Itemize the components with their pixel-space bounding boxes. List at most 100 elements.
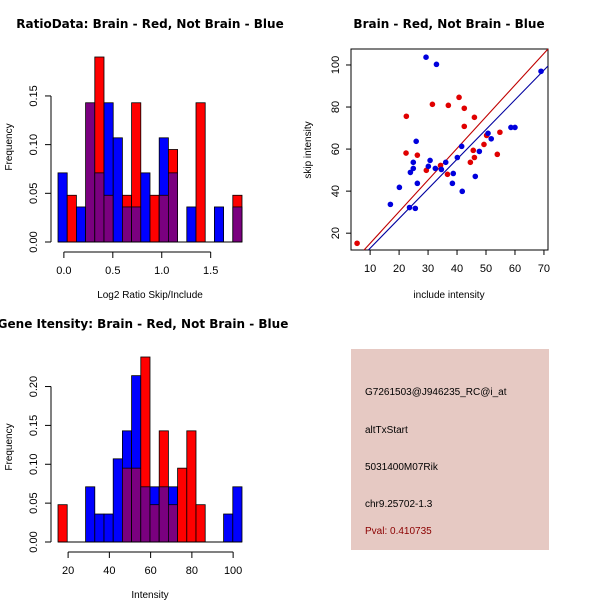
- intensity-hist-bar: [223, 513, 234, 543]
- intensity-hist-x-tick-label: 60: [144, 565, 156, 577]
- not-brain-point: [508, 124, 514, 131]
- brain-point: [461, 123, 468, 130]
- scatter-x-tick-label: 60: [509, 263, 521, 275]
- ratio-hist-bar: [213, 206, 224, 243]
- brain-point: [354, 240, 360, 247]
- not-brain-point: [472, 173, 479, 180]
- brain-point: [403, 150, 409, 156]
- intensity-hist-overlap-bar: [131, 467, 142, 543]
- intensity-hist-overlap-bar: [122, 467, 133, 543]
- scatter-title: Brain - Red, Not Brain - Blue: [353, 17, 544, 31]
- genomic-location: chr9.25702-1.3: [365, 499, 433, 510]
- scatter-points: [354, 54, 544, 247]
- not-brain-point: [458, 143, 465, 150]
- scatter-y-tick-label: 60: [330, 143, 342, 155]
- brain-point: [481, 141, 487, 148]
- ratio-hist-y-tick-label: 0.00: [28, 231, 40, 252]
- ratio-hist-bar: [76, 206, 87, 243]
- ratio-hist-overlap-bar: [94, 172, 105, 243]
- intensity-hist-overlap-bar: [140, 486, 151, 543]
- brain-point: [471, 114, 478, 121]
- intensity-hist-bar: [103, 513, 114, 543]
- ratio-histogram-xlabel: Log2 Ratio Skip/Include: [97, 290, 203, 301]
- intensity-hist-overlap-bar: [167, 504, 178, 543]
- scatter-frame: [350, 48, 549, 251]
- info-panel: G7261503@J946235_RC@i_at altTxStart 5031…: [351, 349, 549, 550]
- ratio-hist-bar: [66, 194, 77, 243]
- scatter-x-tick-label: 70: [538, 263, 550, 275]
- not-brain-point: [438, 166, 445, 173]
- intensity-hist-y-tick-label: 0.15: [28, 415, 40, 436]
- intensity-hist-y-tick-label: 0.05: [28, 492, 40, 513]
- intensity-hist-bar: [186, 430, 197, 543]
- ratio-hist-overlap-bar: [103, 194, 114, 243]
- brain-point: [497, 129, 503, 136]
- scatter-y-tick-label: 100: [330, 56, 342, 74]
- scatter-xlabel: include intensity: [413, 290, 484, 301]
- not-brain-point: [414, 180, 421, 187]
- scatter-x-tick-label: 10: [364, 263, 376, 275]
- brain-point: [456, 94, 462, 101]
- intensity-hist-bar: [177, 467, 188, 543]
- scatter-y-tick-label: 40: [330, 185, 342, 197]
- scatter-x-tick-label: 20: [393, 263, 405, 275]
- not-brain-point: [396, 184, 403, 191]
- event-type: altTxStart: [365, 425, 408, 436]
- ratio-hist-bar: [149, 194, 160, 243]
- brain-point: [414, 152, 421, 158]
- gene-intensity-bars: [57, 356, 243, 543]
- gene-intensity-ylabel: Frequency: [4, 423, 15, 470]
- not-brain-point: [454, 154, 461, 161]
- not-brain-point: [488, 135, 495, 142]
- intensity-hist-y-tick-label: 0.00: [28, 531, 40, 552]
- scatter-x-tick-label: 30: [422, 263, 434, 275]
- not-brain-point: [407, 169, 414, 176]
- brain-point: [445, 102, 452, 109]
- intensity-hist-x-tick-label: 80: [186, 565, 198, 577]
- scatter-y-tick-label: 20: [330, 227, 342, 239]
- ratio-hist-bar: [112, 137, 123, 243]
- brain-point: [470, 147, 477, 154]
- scatter-x-tick-label: 40: [451, 263, 463, 275]
- probe-id: G7261503@J946235_RC@i_at: [365, 387, 507, 398]
- not-brain-point: [410, 159, 417, 166]
- scatter-fit-lines: [363, 48, 549, 251]
- not-brain-point: [423, 54, 429, 60]
- scatter-ylabel: skip intensity: [303, 121, 314, 178]
- brain-fit-line: [363, 48, 549, 251]
- ratio-hist-y-tick-label: 0.10: [28, 134, 40, 155]
- gene-intensity-axes: 0.00 0.05 0.10 0.15 0.20 20 40 60 80 100: [28, 376, 242, 577]
- intensity-scatter: Brain - Red, Not Brain - Blue 10 20 30 40 50…: [303, 17, 550, 301]
- not-brain-point: [412, 205, 419, 212]
- ratio-hist-bar: [186, 206, 197, 243]
- intensity-hist-x-tick-label: 20: [62, 565, 74, 577]
- intensity-hist-bar: [85, 486, 96, 543]
- ratio-histogram-bars: [57, 56, 243, 243]
- gene-name: 5031400M07Rik: [365, 462, 438, 473]
- not-brain-point: [459, 188, 466, 195]
- intensity-hist-x-tick-label: 40: [103, 565, 115, 577]
- not-brain-point: [450, 170, 457, 177]
- not-brain-point: [476, 148, 483, 155]
- intensity-hist-bar: [112, 458, 123, 543]
- scatter-x-tick-label: 50: [480, 263, 492, 275]
- gene-intensity-title: Gene Itensity: Brain - Red, Not Brain - …: [0, 317, 288, 331]
- intensity-hist-bar: [195, 504, 206, 543]
- ratio-histogram-axes: 0.00 0.05 0.10 0.15 0.0 0.5 1.0 1.5: [28, 85, 242, 277]
- not-brain-point: [433, 61, 440, 68]
- ratio-hist-bar: [140, 172, 151, 243]
- ratio-hist-overlap-bar: [131, 206, 142, 243]
- not-brain-point: [538, 68, 544, 75]
- brain-point: [444, 171, 451, 178]
- intensity-hist-bar: [57, 504, 68, 543]
- not-brain-point: [427, 157, 433, 164]
- scatter-axes: 10 20 30 40 50 60 70 20 40 60 80 100: [330, 56, 550, 275]
- brain-point: [403, 113, 410, 120]
- ratio-hist-bar: [195, 102, 206, 243]
- intensity-hist-overlap-bar: [149, 504, 160, 543]
- intensity-hist-y-tick-label: 0.10: [28, 454, 40, 475]
- brain-point: [471, 154, 478, 161]
- intensity-hist-overlap-bar: [158, 486, 169, 543]
- ratio-hist-x-tick-label: 1.0: [154, 265, 169, 277]
